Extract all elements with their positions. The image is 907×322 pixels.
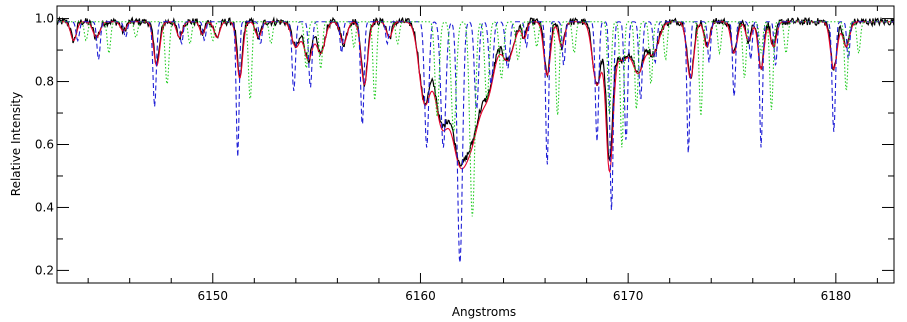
y-axis-title: Relative Intensity [9,92,23,196]
x-axis-title: Angstroms [452,305,516,319]
x-tick-label: 6150 [197,289,228,303]
axis-layer: 6150 6160 6170 6180 0.2 0.4 0.6 0.8 1.0 [35,5,895,303]
spectrum-series-4 [57,21,894,217]
y-tick-label: 0.6 [35,138,54,152]
x-tick-label: 6160 [405,289,436,303]
series-layer [57,15,894,263]
spectrum-series-2 [57,21,894,174]
y-tick-label: 0.2 [35,263,54,277]
x-tick-label: 6170 [613,289,644,303]
y-tick-label: 0.8 [35,75,54,89]
y-tick-label: 1.0 [35,12,54,26]
y-tick-label: 0.4 [35,200,54,214]
x-tick-label: 6180 [821,289,852,303]
